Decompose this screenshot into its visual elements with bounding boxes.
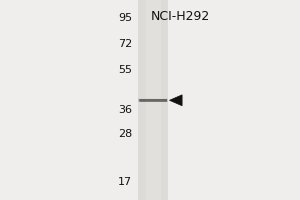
Polygon shape bbox=[169, 95, 182, 106]
Bar bbox=[138, 0, 168, 200]
Text: NCI-H292: NCI-H292 bbox=[150, 10, 210, 23]
Bar bbox=[138, 99, 168, 102]
Bar bbox=[140, 99, 166, 102]
Bar bbox=[139, 99, 167, 101]
Bar bbox=[139, 99, 167, 101]
Text: 95: 95 bbox=[118, 13, 132, 23]
Text: 36: 36 bbox=[118, 105, 132, 115]
Bar bbox=[139, 99, 167, 102]
Bar bbox=[139, 99, 167, 102]
Text: 55: 55 bbox=[118, 65, 132, 75]
Text: 28: 28 bbox=[118, 129, 132, 139]
Text: 17: 17 bbox=[118, 177, 132, 187]
Bar bbox=[139, 99, 167, 102]
Bar bbox=[146, 0, 160, 200]
Bar bbox=[138, 98, 168, 102]
Text: 72: 72 bbox=[118, 39, 132, 49]
Bar bbox=[138, 99, 168, 102]
